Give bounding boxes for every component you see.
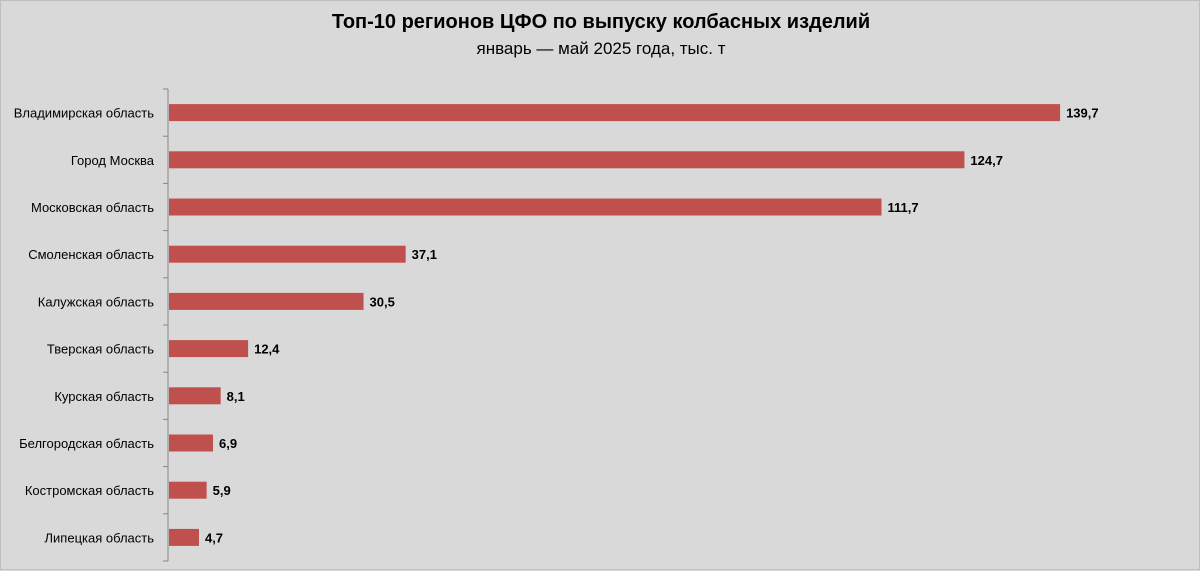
value-label: 12,4 — [254, 342, 280, 357]
category-label: Курская область — [54, 389, 154, 404]
value-label: 5,9 — [213, 483, 231, 498]
bar — [169, 481, 207, 499]
category-label: Владимирская область — [14, 106, 154, 121]
bar — [169, 387, 221, 405]
bar — [169, 340, 249, 358]
bar — [169, 151, 965, 169]
value-label: 4,7 — [205, 530, 223, 545]
value-label: 139,7 — [1066, 106, 1099, 121]
value-label: 37,1 — [412, 247, 437, 262]
value-label: 111,7 — [887, 200, 918, 215]
value-label: 8,1 — [227, 389, 245, 404]
chart-title: Топ-10 регионов ЦФО по выпуску колбасных… — [331, 11, 871, 33]
category-label: Город Москва — [71, 153, 155, 168]
bar — [169, 104, 1061, 122]
bar — [169, 434, 214, 452]
category-label: Костромская область — [25, 483, 154, 498]
chart-subtitle: январь — май 2025 года, тыс. т — [476, 39, 726, 58]
category-label: Тверская область — [47, 342, 154, 357]
category-label: Липецкая область — [45, 530, 155, 545]
value-label: 124,7 — [970, 153, 1003, 168]
bar — [169, 292, 364, 310]
category-label: Московская область — [31, 200, 154, 215]
category-label: Белгородская область — [19, 436, 154, 451]
bar — [169, 198, 882, 216]
category-label: Калужская область — [38, 294, 154, 309]
value-label: 30,5 — [370, 294, 395, 309]
category-label: Смоленская область — [28, 247, 154, 262]
value-label: 6,9 — [219, 436, 237, 451]
bar — [169, 528, 199, 546]
bar — [169, 245, 406, 263]
